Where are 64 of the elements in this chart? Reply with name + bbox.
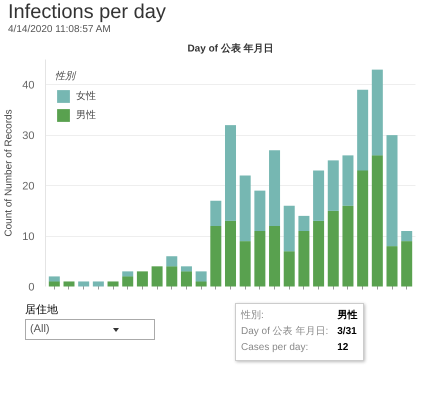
bar bbox=[224, 220, 236, 286]
bar bbox=[372, 70, 383, 156]
text: Day of 公表 年月日: bbox=[241, 325, 330, 339]
x-axis-title: Day of 公表 年月日 bbox=[187, 42, 274, 54]
bar bbox=[401, 241, 412, 286]
bar bbox=[166, 256, 178, 266]
bar bbox=[342, 155, 354, 206]
legend-label: 男性 bbox=[76, 108, 96, 122]
bar bbox=[180, 271, 192, 286]
bar bbox=[357, 90, 368, 170]
bar bbox=[78, 281, 90, 286]
text: 性別: bbox=[241, 309, 265, 323]
y-tick-label: 20 bbox=[22, 180, 35, 193]
bar bbox=[108, 281, 119, 286]
chart-subtitle: 4/14/2020 11:08:57 AM bbox=[8, 24, 111, 36]
text: 12 bbox=[336, 341, 350, 355]
bar bbox=[269, 150, 280, 226]
bar bbox=[48, 281, 60, 286]
bar bbox=[240, 241, 251, 286]
bar bbox=[328, 160, 339, 211]
bar bbox=[63, 281, 74, 286]
y-tick-label: 10 bbox=[22, 231, 35, 244]
bar bbox=[284, 251, 295, 286]
y-tick-label: 40 bbox=[22, 80, 35, 92]
y-axis-title: Count of Number of Records bbox=[3, 109, 14, 237]
bar bbox=[313, 170, 324, 221]
bar bbox=[180, 266, 192, 272]
bar bbox=[386, 246, 398, 286]
bar bbox=[386, 135, 398, 246]
bar bbox=[224, 125, 236, 221]
bar bbox=[284, 206, 295, 252]
text: 3/31 bbox=[336, 325, 358, 339]
bar bbox=[254, 231, 266, 286]
text: Cases per day: bbox=[241, 341, 310, 355]
bar bbox=[48, 276, 60, 282]
bar bbox=[210, 226, 222, 286]
bar bbox=[92, 281, 104, 286]
legend-title: 性別 bbox=[55, 70, 78, 83]
bar bbox=[122, 276, 134, 286]
text: (All) bbox=[25, 318, 155, 340]
bar bbox=[298, 216, 310, 232]
bar bbox=[166, 266, 178, 286]
legend-label: 女性 bbox=[76, 90, 96, 103]
bar bbox=[313, 220, 324, 286]
bar bbox=[254, 190, 266, 232]
bar bbox=[136, 271, 148, 286]
bar bbox=[401, 231, 412, 242]
y-tick-label: 0 bbox=[28, 282, 35, 294]
bar bbox=[357, 170, 368, 286]
bar bbox=[269, 226, 280, 286]
text: 男性 bbox=[336, 309, 358, 323]
bar bbox=[298, 231, 310, 286]
chart-title: Infections per day bbox=[8, 0, 166, 24]
bar bbox=[210, 200, 222, 226]
bar bbox=[196, 281, 207, 286]
bar bbox=[342, 206, 354, 286]
bar bbox=[328, 210, 339, 286]
bar bbox=[122, 271, 134, 276]
text: 居住地 bbox=[25, 303, 59, 318]
bar bbox=[196, 271, 207, 282]
bar bbox=[240, 176, 251, 242]
bar bbox=[372, 155, 383, 286]
bar bbox=[152, 266, 163, 286]
y-tick-label: 30 bbox=[22, 130, 35, 142]
